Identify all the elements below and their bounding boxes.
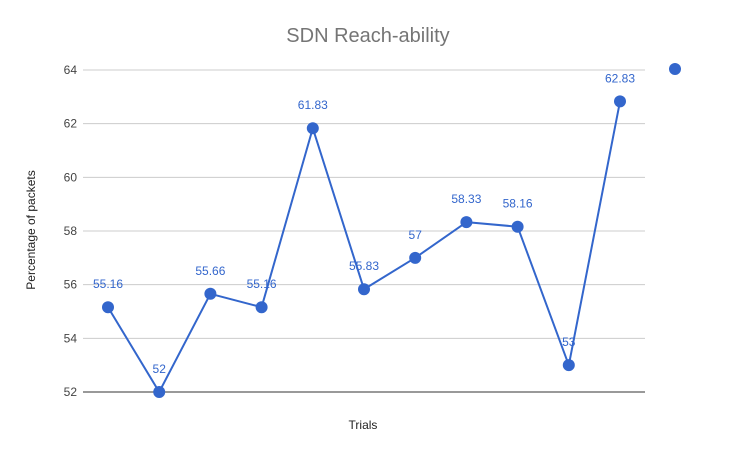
y-tick-label: 58	[64, 224, 78, 238]
data-labels: 55.16 52 55.66 55.16 61.83 55.83 57 58.33 58.16 5…	[93, 71, 635, 376]
data-label: 58.16	[503, 197, 533, 211]
data-label: 58.33	[451, 192, 481, 206]
series-group	[102, 95, 626, 398]
data-point	[306, 122, 319, 135]
data-label: 57	[409, 228, 423, 242]
y-tick-label: 54	[64, 331, 78, 345]
data-point	[409, 251, 422, 264]
data-point	[204, 287, 217, 300]
y-tick-label: 56	[64, 278, 78, 292]
data-point	[614, 95, 626, 108]
y-tick-label: 52	[64, 385, 78, 399]
data-label: 55.16	[93, 277, 123, 291]
data-label: 53	[562, 335, 576, 349]
y-tick-label: 62	[64, 117, 78, 131]
chart-title: SDN Reach-ability	[286, 25, 449, 47]
data-point	[460, 216, 473, 229]
y-tick-label: 64	[64, 63, 78, 77]
data-label: 55.83	[349, 259, 379, 273]
data-point	[562, 359, 575, 372]
legend	[669, 63, 681, 75]
data-label: 52	[153, 362, 167, 376]
legend-marker	[669, 63, 681, 75]
y-tick-label: 60	[64, 170, 78, 184]
data-label: 61.83	[298, 98, 328, 112]
data-point	[255, 301, 268, 314]
x-axis-title: Trials	[349, 418, 378, 432]
data-label: 55.66	[195, 264, 225, 278]
data-point	[102, 301, 114, 314]
data-point	[511, 220, 524, 233]
data-label: 55.16	[247, 277, 277, 291]
data-label: 62.83	[605, 71, 635, 85]
y-axis-ticks: 52 54 56 58 60 62 64	[64, 63, 78, 399]
data-point	[358, 283, 370, 296]
series-line	[107, 101, 621, 393]
data-point	[153, 386, 166, 398]
y-axis-title: Percentage of packets	[24, 170, 38, 289]
